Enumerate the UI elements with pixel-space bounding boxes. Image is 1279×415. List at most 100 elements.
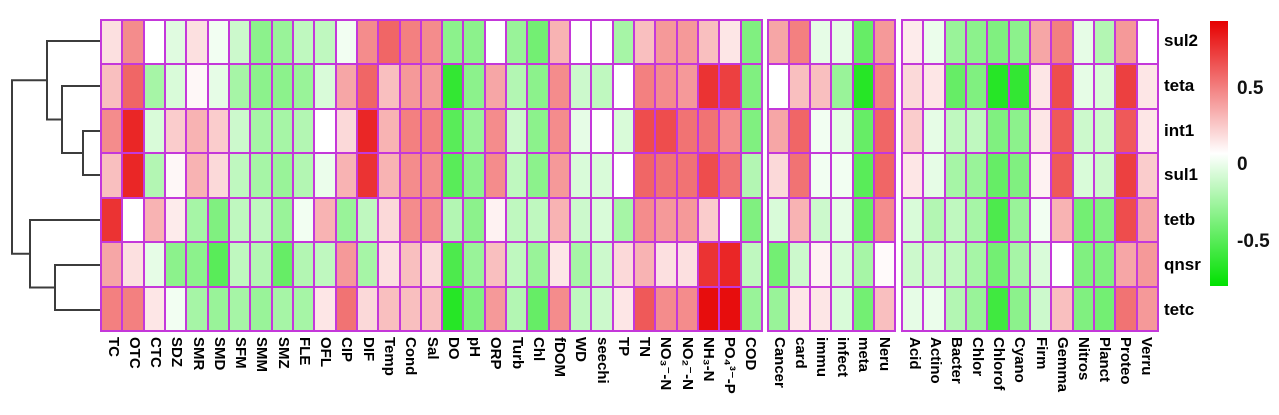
heatmap-cell — [464, 243, 484, 286]
heatmap-cell — [677, 154, 698, 197]
heatmap-cell — [635, 243, 655, 286]
heatmap-cell — [357, 198, 378, 242]
heatmap-cell — [123, 21, 143, 64]
heatmap-cell — [1031, 21, 1051, 64]
colorbar-gradient — [1210, 21, 1228, 286]
heatmap-cell — [421, 287, 442, 330]
heatmap-cell — [187, 65, 207, 108]
heatmap-cell — [336, 154, 356, 197]
heatmap-cell — [229, 21, 250, 64]
heatmap-cell — [443, 65, 463, 108]
heatmap-cell — [208, 243, 228, 286]
heatmap-cell — [1073, 287, 1093, 330]
heatmap-cell — [874, 21, 894, 64]
heatmap-cell — [400, 243, 420, 286]
heatmap-cell — [924, 109, 944, 153]
heatmap-cell — [528, 109, 548, 153]
heatmap-cell — [293, 154, 314, 197]
heatmap-cell — [874, 287, 894, 330]
heatmap-cell — [924, 198, 944, 242]
heatmap-cell — [102, 65, 122, 108]
heatmap-cell — [1137, 243, 1157, 286]
heatmap-cell — [443, 109, 463, 153]
heatmap-cell — [208, 287, 228, 330]
heatmap-cell — [102, 109, 122, 153]
heatmap-cell — [251, 154, 271, 197]
heatmap-cell — [165, 109, 186, 153]
column-label: TP — [614, 337, 632, 357]
heatmap-cell — [208, 21, 228, 64]
heatmap-cell — [315, 65, 335, 108]
heatmap-cell — [549, 21, 570, 64]
heatmap-cell — [635, 198, 655, 242]
heatmap-cell — [699, 154, 719, 197]
column-label: OFL — [317, 337, 335, 367]
heatmap-cell — [315, 287, 335, 330]
column-label: OTC — [125, 337, 143, 369]
heatmap-cell — [945, 243, 965, 286]
heatmap-cell — [528, 287, 548, 330]
heatmap-cell — [677, 287, 698, 330]
heatmap-cell — [811, 198, 831, 242]
heatmap-cell — [1009, 198, 1029, 242]
heatmap-cell — [251, 65, 271, 108]
heatmap-cell — [677, 21, 698, 64]
heatmap-cell — [613, 154, 634, 197]
heatmap-cell — [528, 21, 548, 64]
column-label: meta — [854, 337, 872, 373]
heatmap-cell — [635, 154, 655, 197]
heatmap-cell — [123, 198, 143, 242]
column-label: pH — [466, 337, 484, 357]
heatmap-cell — [720, 109, 740, 153]
heatmap-cell — [903, 65, 923, 108]
heatmap-cell — [853, 287, 873, 330]
heatmap-cell — [832, 109, 852, 153]
heatmap-cell — [790, 109, 810, 153]
heatmap-cell — [945, 65, 965, 108]
colorbar-tick-label: 0 — [1237, 153, 1248, 175]
heatmap-cell — [507, 243, 527, 286]
heatmap-cell — [1052, 21, 1072, 64]
heatmap-cell — [229, 243, 250, 286]
heatmap-cell — [1031, 198, 1051, 242]
heatmap-cell — [379, 243, 399, 286]
heatmap-cell — [988, 65, 1008, 108]
column-label: Gemma — [1053, 337, 1071, 393]
heatmap-cell — [208, 65, 228, 108]
heatmap-cell — [769, 154, 789, 197]
heatmap-cell — [229, 154, 250, 197]
heatmap-cell — [507, 21, 527, 64]
heatmap-cell — [485, 65, 506, 108]
heatmap-cell — [945, 21, 965, 64]
heatmap-cell — [1031, 154, 1051, 197]
heatmap-cell — [165, 243, 186, 286]
heatmap-cell — [251, 21, 271, 64]
heatmap-cell — [1052, 287, 1072, 330]
heatmap-cell — [811, 154, 831, 197]
heatmap-cell — [357, 21, 378, 64]
heatmap-cell — [315, 154, 335, 197]
heatmap-cell — [874, 65, 894, 108]
column-label: Cyano — [1011, 337, 1029, 383]
heatmap-cell — [592, 154, 612, 197]
column-label: CIP — [338, 337, 356, 363]
heatmap-cell — [485, 287, 506, 330]
heatmap-cell — [853, 243, 873, 286]
heatmap-cell — [187, 154, 207, 197]
heatmap-cell — [988, 21, 1008, 64]
heatmap-cell — [507, 198, 527, 242]
heatmap-cell — [464, 198, 484, 242]
heatmap-cell — [967, 198, 987, 242]
heatmap-cell — [874, 154, 894, 197]
heatmap-cell — [769, 65, 789, 108]
heatmap-cell — [123, 109, 143, 153]
heatmap-cell — [571, 198, 591, 242]
heatmap-cell — [1073, 154, 1093, 197]
heatmap-cell — [443, 21, 463, 64]
heatmap-cell — [336, 65, 356, 108]
heatmap-cell — [1052, 154, 1072, 197]
heatmap-cell — [1116, 154, 1136, 197]
heatmap-cell — [1073, 243, 1093, 286]
column-label: fDOM — [551, 337, 569, 377]
heatmap-cell — [187, 109, 207, 153]
